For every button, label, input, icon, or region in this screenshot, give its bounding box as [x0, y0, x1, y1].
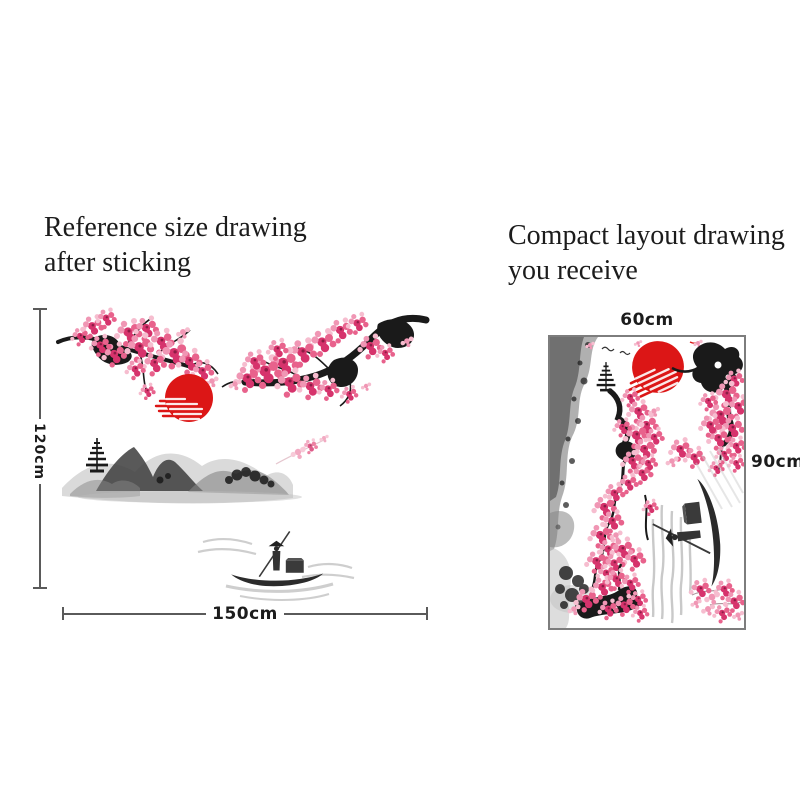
height-dimension-top-tick — [33, 308, 47, 310]
compact-bottom-branch — [567, 563, 650, 623]
compact-artwork — [550, 331, 751, 628]
blossom-branch-right — [221, 311, 430, 407]
blossom-sprig — [275, 434, 329, 465]
width-dimension-label: 150cm — [206, 604, 284, 624]
fisherman-boat-scene — [197, 530, 355, 601]
compact-sheet-box — [548, 331, 751, 630]
compact-width-label: 60cm — [620, 310, 674, 330]
height-dimension-bottom-tick — [33, 587, 47, 589]
compact-pagoda-icon — [595, 360, 617, 393]
width-dimension-label-wrap: 150cm — [62, 604, 428, 624]
ink-mountains — [62, 436, 302, 504]
compact-bottom-right-blossoms — [688, 577, 746, 624]
ink-trees — [156, 467, 275, 488]
width-dimension-right-tick — [426, 607, 428, 620]
blossom-branch-left — [56, 307, 219, 400]
compact-mountain-strip — [550, 337, 598, 628]
right-panel-title: Compact layout drawing you receive — [508, 220, 785, 287]
compact-height-label: 90cm — [751, 452, 800, 472]
fisherman-boat — [230, 530, 325, 588]
red-sun — [154, 372, 215, 424]
compact-waterfall-streaks — [651, 448, 744, 624]
water-streaks — [197, 538, 355, 601]
spread-artwork — [56, 307, 430, 601]
height-dimension-label: 120cm — [30, 419, 48, 485]
left-panel-title: Reference size drawing after sticking — [44, 212, 307, 279]
width-dimension-left-tick — [62, 607, 64, 620]
